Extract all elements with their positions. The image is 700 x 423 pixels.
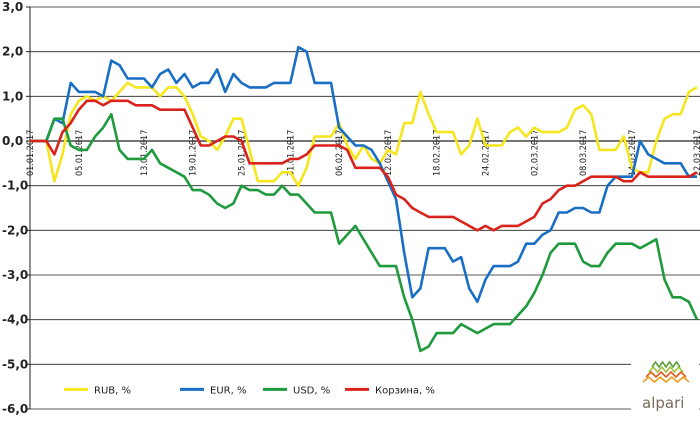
x-tick-label: 31.01.2017: [286, 130, 296, 176]
x-tick-label: 08.03.2017: [579, 130, 589, 176]
y-tick-label: 0,0: [2, 134, 23, 148]
x-tick-label: 13.01.2017: [140, 130, 150, 176]
y-tick-label: -6,0: [2, 402, 28, 416]
series-line-1: [30, 45, 697, 304]
y-tick-label: -1,0: [2, 179, 28, 193]
legend-label: Корзина, %: [375, 385, 435, 396]
x-axis-ticks: 01.01.2017 05.01.2017 13.01.2017 19.01.2017…: [26, 130, 700, 176]
legend-label: RUB, %: [94, 385, 131, 396]
x-tick-label: 06.02.2017: [335, 130, 345, 176]
x-tick-label: 25.01.2017: [237, 130, 247, 176]
y-tick-label: 1,0: [2, 89, 23, 103]
logo-wave: [651, 360, 681, 369]
x-tick-label: 05.01.2017: [75, 130, 85, 176]
alpari-logo: alpari: [631, 345, 699, 421]
legend-label: USD, %: [293, 385, 330, 396]
y-tick-label: -4,0: [2, 313, 28, 327]
series-line-2: [30, 112, 699, 353]
logo-waves-icon: [642, 360, 690, 384]
y-tick-label: 3,0: [2, 0, 23, 14]
logo-background: [631, 345, 699, 421]
legend: RUB, % EUR, % USD, % Корзина, %: [64, 385, 435, 396]
x-tick-label: 22.03.2017: [693, 130, 700, 176]
logo-wave: [645, 370, 687, 379]
y-tick-label: -2,0: [2, 223, 28, 237]
x-tick-label: 12.02.2017: [384, 130, 394, 176]
y-axis-ticks: 3,0 2,0 1,0 0,0 -1,0 -2,0 -3,0 -4,0 -5,0 -6,0: [2, 0, 28, 416]
x-tick-label: 02.03.2017: [530, 130, 540, 176]
y-tick-label: -5,0: [2, 357, 28, 371]
x-tick-label: 01.01.2017: [26, 130, 36, 176]
y-tick-label: -3,0: [2, 268, 28, 282]
x-tick-label: 19.01.2017: [189, 130, 199, 176]
series-line-3: [30, 99, 698, 232]
legend-label: EUR, %: [210, 385, 246, 396]
series-lines: [30, 45, 699, 353]
logo-text: alpari: [642, 394, 684, 412]
series-line-0: [30, 81, 698, 187]
logo-wave: [648, 365, 684, 374]
x-tick-label: 14.03.2017: [628, 130, 638, 176]
x-tick-label: 18.02.2017: [433, 130, 443, 176]
logo-wave: [642, 375, 690, 384]
x-tick-label: 24.02.2017: [482, 130, 492, 176]
grid-lines: [26, 6, 700, 410]
y-tick-label: 2,0: [2, 45, 23, 59]
